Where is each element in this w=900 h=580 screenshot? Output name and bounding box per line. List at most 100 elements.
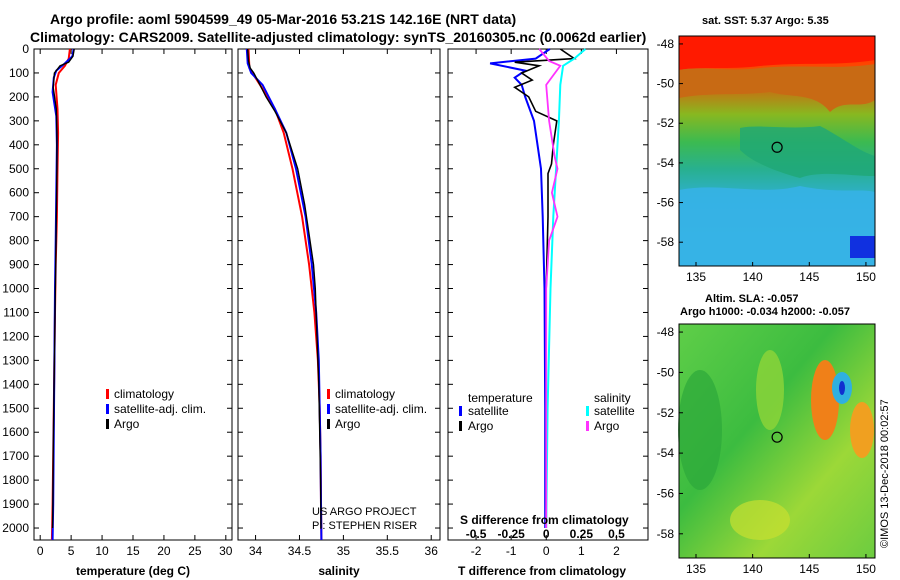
title-line-2: Climatology: CARS2009. Satellite-adjuste… (30, 29, 646, 45)
imos-credit: ©IMOS 13-Dec-2018 00:02:57 (879, 399, 891, 548)
s-tick-label: -0.25 (497, 527, 525, 541)
sst-map: sat. SST: 5.37 Argo: 5.35 135 140 145 150 -… (657, 15, 877, 284)
series-argo (247, 48, 322, 529)
y-tick-label: 100 (9, 66, 29, 80)
legend-swatch (106, 404, 109, 414)
x-tick-label: 36 (425, 544, 439, 558)
x-tick-label: 5 (68, 544, 75, 558)
salinity-profile-xlabel: salinity (318, 564, 360, 578)
y-tick-label: 700 (9, 210, 29, 224)
sla-warm-patch (850, 402, 874, 458)
map-y-tick-label: -58 (657, 527, 675, 541)
y-tick-label: 800 (9, 234, 29, 248)
map-x-tick-label: 135 (686, 270, 706, 284)
y-tick-label: 1600 (2, 425, 29, 439)
y-tick-label: 1900 (2, 497, 29, 511)
x-tick-label: 20 (157, 544, 171, 558)
series-s-satellite (545, 48, 587, 529)
legend-swatch (327, 389, 330, 399)
sst-cold-region (679, 186, 875, 266)
x-tick-label: -1 (506, 544, 517, 558)
x-tick-label: 1 (578, 544, 585, 558)
legend-swatch (459, 421, 462, 431)
legend-swatch (106, 389, 109, 399)
x-tick-label: -2 (471, 544, 482, 558)
x-tick-label: 35.5 (376, 544, 400, 558)
map-y-tick-label: -56 (657, 196, 675, 210)
difference-profile-axes (447, 48, 649, 541)
series-s-argo (538, 48, 562, 528)
legend-label: climatology (335, 387, 395, 401)
series-t-argo (513, 48, 577, 528)
y-tick-label: 1700 (2, 449, 29, 463)
sst-map-frame (678, 35, 876, 267)
sla-low-band (678, 370, 722, 490)
legend-swatch (586, 406, 589, 416)
difference-panel: -2 -1 0 1 2 T difference from climatology S di… (447, 48, 649, 578)
sst-warm-region (679, 36, 875, 70)
x-tick-label: 0 (37, 544, 44, 558)
pi-credit: PI: STEPHEN RISER (312, 520, 417, 532)
s-tick-label: 0.5 (608, 527, 625, 541)
map-y-tick-label: -50 (657, 365, 675, 379)
y-tick-label: 1100 (3, 305, 29, 319)
sst-cold-pixels (850, 236, 875, 258)
legend-label: satellite (594, 404, 635, 418)
sst-argo-marker (771, 141, 783, 153)
map-y-tick-label: -50 (657, 77, 675, 91)
sst-cool-patch (740, 126, 875, 178)
legend-swatch (586, 421, 589, 431)
y-tick-label: 1200 (2, 329, 29, 343)
map-x-tick-label: 135 (686, 562, 706, 576)
legend-label: satellite-adj. clim. (114, 402, 206, 416)
sla-map-title: Altim. SLA: -0.057 (705, 293, 799, 305)
legend-label: Argo (114, 417, 140, 431)
legend-label: Argo (594, 419, 620, 433)
y-tick-label: 600 (9, 186, 29, 200)
salinity-panel: 34 34.5 35 35.5 36 salinity climatologysatelli… (237, 48, 441, 578)
x-tick-label: 25 (188, 544, 202, 558)
series-t-satellite (489, 48, 551, 528)
x-tick-label: 15 (126, 544, 140, 558)
legend-swatch (106, 419, 109, 429)
map-x-tick-label: 140 (743, 562, 763, 576)
sla-warm-eddy (811, 360, 839, 440)
map-y-tick-label: -52 (657, 406, 675, 420)
x-tick-label: 0 (543, 544, 550, 558)
temperature-panel: 0 5 10 15 20 25 30 temperature (deg C) 0 100 200 30… (2, 42, 233, 578)
project-credit: US ARGO PROJECT (312, 506, 417, 518)
map-x-tick-label: 140 (743, 270, 763, 284)
legend-swatch (459, 406, 462, 416)
sla-map-subtitle: Argo h1000: -0.034 h2000: -0.057 (680, 306, 850, 318)
map-y-tick-label: -56 (657, 486, 675, 500)
series-argo (51, 48, 75, 529)
s-difference-label: S difference from climatology (460, 513, 629, 527)
salinity-profile-axes (237, 48, 441, 541)
temperature-profile-xlabel: temperature (deg C) (76, 564, 190, 578)
y-tick-label: 1300 (2, 353, 29, 367)
temperature-profile-axes (33, 48, 233, 541)
s-tick-label: 0.25 (570, 527, 594, 541)
y-tick-label: 500 (9, 162, 29, 176)
sla-high-band (756, 350, 784, 430)
y-tick-label: 1500 (2, 401, 29, 415)
map-y-tick-label: -52 (657, 116, 675, 130)
sla-yellow-patch (730, 500, 790, 540)
map-x-tick-label: 145 (799, 562, 819, 576)
map-y-tick-label: -58 (657, 235, 675, 249)
x-tick-label: 30 (219, 544, 233, 558)
y-tick-label: 1000 (2, 282, 29, 296)
legend-label: Argo (335, 417, 361, 431)
s-tick-label: -0.5 (466, 527, 487, 541)
legend-heading-salinity: salinity (594, 391, 631, 405)
title-line-1: Argo profile: aoml 5904599_49 05-Mar-201… (50, 11, 516, 27)
y-tick-label: 1800 (2, 473, 29, 487)
y-tick-label: 400 (9, 138, 29, 152)
x-tick-label: 10 (95, 544, 109, 558)
map-y-tick-label: -54 (657, 446, 675, 460)
sla-cold-eddy-core (839, 381, 845, 395)
y-tick-label: 900 (9, 258, 29, 272)
map-y-tick-label: -48 (657, 37, 675, 51)
sst-map-title: sat. SST: 5.37 Argo: 5.35 (702, 15, 829, 27)
